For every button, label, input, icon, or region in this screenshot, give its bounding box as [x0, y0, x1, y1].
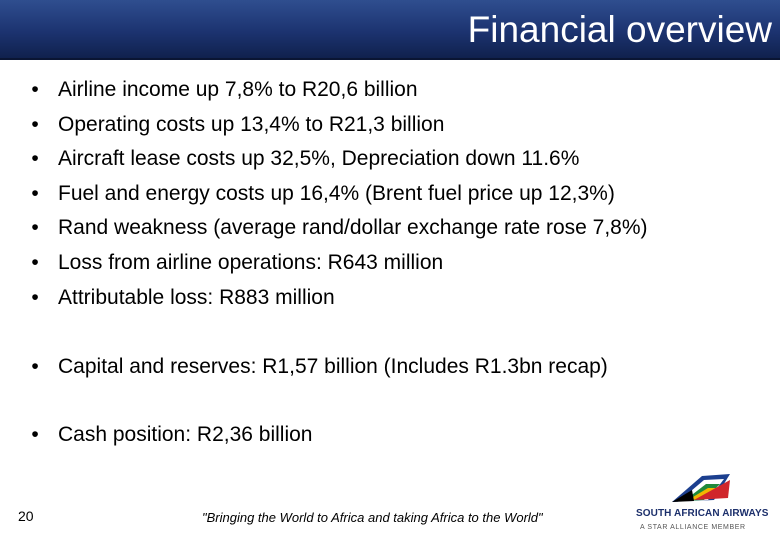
saa-logo: SOUTH AFRICAN AIRWAYS A STAR ALLIANCE ME… — [632, 470, 778, 538]
bullet-item: • Aircraft lease costs up 32,5%, Deprecia… — [28, 142, 648, 177]
bullet-item: • Attributable loss: R883 million — [28, 281, 648, 316]
logo-subtitle: A STAR ALLIANCE MEMBER — [640, 524, 746, 531]
logo-name: SOUTH AFRICAN AIRWAYS — [636, 508, 769, 519]
bullet-icon: • — [31, 216, 39, 240]
bullet-item: • Airline income up 7,8% to R20,6 billion — [28, 73, 648, 108]
flag-tail-icon — [672, 474, 730, 502]
bullet-item: • Rand weakness (average rand/dollar exch… — [28, 211, 648, 246]
capital-bullet: • Capital and reserves: R1,57 billion (I… — [28, 350, 608, 385]
bullet-icon: • — [31, 112, 39, 136]
bullet-list: • Airline income up 7,8% to R20,6 billion… — [28, 73, 648, 316]
bullet-icon: • — [31, 78, 39, 101]
title-bar: Financial overview — [0, 0, 780, 60]
bullet-icon: • — [31, 147, 39, 171]
bullet-text: Aircraft lease costs up 32,5%, Depreciat… — [58, 147, 580, 171]
bullet-item: • Fuel and energy costs up 16,4% (Brent f… — [28, 177, 648, 212]
footer-tagline: "Bringing the World to Africa and taking… — [202, 510, 543, 525]
bullet-text: Operating costs up 13,4% to R21,3 billio… — [58, 112, 445, 136]
bullet-icon: • — [31, 285, 39, 309]
bullet-text: Rand weakness (average rand/dollar excha… — [58, 216, 648, 240]
bullet-text: Fuel and energy costs up 16,4% (Brent fu… — [58, 181, 615, 205]
page-number: 20 — [18, 508, 34, 524]
bullet-text: Loss from airline operations: R643 milli… — [58, 250, 444, 274]
capital-text: Capital and reserves: R1,57 billion (Inc… — [58, 355, 608, 378]
bullet-text: Attributable loss: R883 million — [58, 285, 335, 309]
cash-text: Cash position: R2,36 billion — [58, 423, 313, 446]
bullet-icon: • — [31, 355, 39, 378]
bullet-icon: • — [31, 181, 39, 205]
bullet-item: • Operating costs up 13,4% to R21,3 billi… — [28, 108, 648, 143]
bullet-icon: • — [31, 423, 39, 446]
slide-title: Financial overview — [467, 9, 772, 50]
bullet-text: Airline income up 7,8% to R20,6 billion — [58, 78, 418, 101]
cash-bullet: • Cash position: R2,36 billion — [28, 418, 312, 453]
bullet-icon: • — [31, 250, 39, 274]
bullet-item: • Loss from airline operations: R643 mill… — [28, 246, 648, 281]
